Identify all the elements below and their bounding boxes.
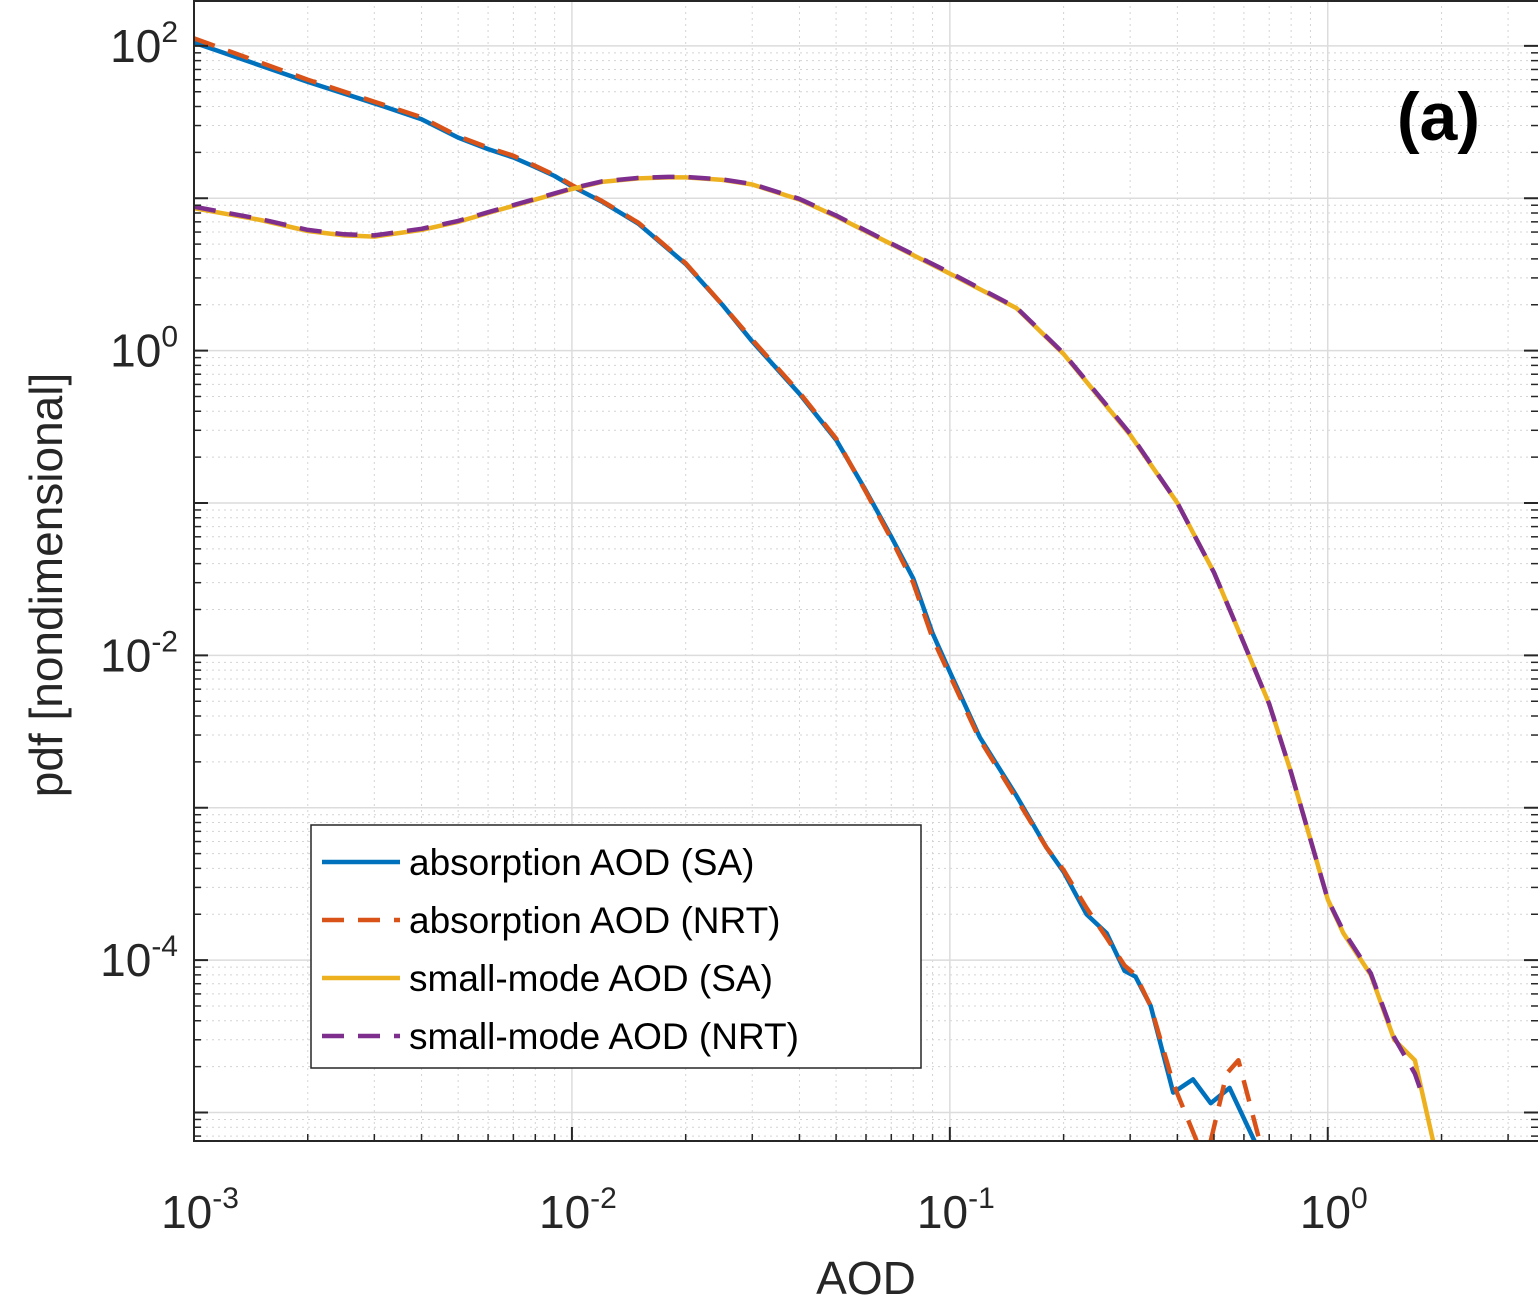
x-tick-label: 10-1 [917,1182,995,1238]
legend: absorption AOD (SA) absorption AOD (NRT) s… [310,824,922,1069]
x-tick-label: 10-2 [539,1182,617,1238]
series-layer [194,36,1436,1141]
y-tick-label: 102 [110,16,178,72]
y-tick-labels: 10-4 10-2 100 102 [100,16,178,986]
axis-ticks [193,0,1538,1141]
x-tick-label: 100 [1300,1182,1368,1238]
x-tick-labels: 10-3 10-2 10-1 100 [161,1182,1368,1238]
x-axis-label: AOD [816,1252,916,1304]
y-axis-label: pdf [nondimensional] [20,373,72,798]
legend-label: small-mode AOD (NRT) [409,1016,799,1057]
legend-label: small-mode AOD (SA) [409,958,773,999]
series-line-2 [194,36,1262,1141]
x-tick-label: 10-3 [161,1182,239,1238]
legend-box [310,824,922,1069]
panel-label: (a) [1397,79,1480,155]
legend-label: absorption AOD (SA) [409,842,754,883]
legend-label: absorption AOD (NRT) [409,900,781,941]
plot-frame [193,0,1538,1142]
y-tick-label: 100 [110,321,178,377]
y-tick-label: 10-4 [100,930,178,986]
series-line-3 [194,175,1436,1141]
y-tick-label: 10-2 [100,625,178,681]
